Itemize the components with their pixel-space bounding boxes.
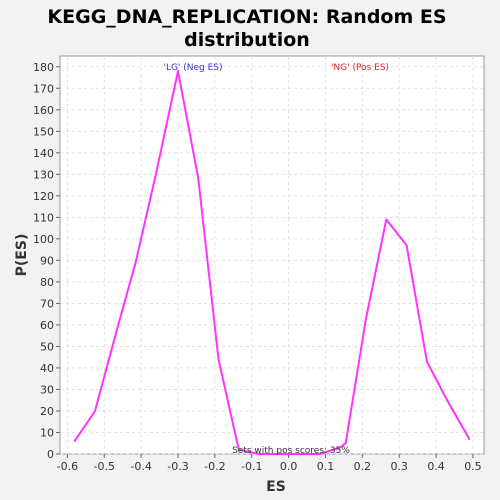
y-tick-label: 120 [33, 190, 54, 203]
x-tick-label: -0.6 [57, 460, 78, 473]
y-tick-label: 70 [40, 297, 54, 310]
x-tick-label: 0.0 [280, 460, 298, 473]
y-tick-label: 40 [40, 362, 54, 375]
grid-lines [60, 56, 484, 455]
y-tick-label: 30 [40, 383, 54, 396]
plot-area [59, 55, 485, 455]
x-axis-label: ES [266, 479, 286, 495]
y-tick-label: 140 [33, 147, 54, 160]
y-tick-label: 60 [40, 319, 54, 332]
y-tick-label: 20 [40, 405, 54, 418]
data-point [405, 244, 408, 247]
data-point [468, 438, 471, 440]
data-point [197, 177, 200, 180]
y-tick-label: 160 [33, 104, 54, 117]
data-point [134, 261, 137, 264]
y-tick-label: 130 [33, 168, 54, 181]
data-point [94, 410, 96, 412]
y-axis-ticks: 0 10 20 30 40 50 60 70 80 90 100 110 120 130 140 150 160… [33, 61, 60, 461]
y-tick-label: 50 [40, 340, 54, 353]
y-tick-label: 10 [40, 426, 54, 439]
x-tick-label: -0.2 [204, 460, 225, 473]
data-point [73, 440, 76, 442]
data-point [217, 358, 220, 361]
x-tick-label: 0.3 [390, 460, 408, 473]
data-point [446, 399, 449, 402]
y-tick-label: 150 [33, 125, 54, 138]
x-tick-label: 0.4 [427, 460, 445, 473]
data-point [258, 453, 260, 455]
data-point [344, 442, 347, 445]
y-axis-label: P(ES) [14, 234, 30, 277]
pos-scores-footer: Sets with pos scores: 35% [232, 446, 350, 456]
y-tick-label: 180 [33, 61, 54, 74]
y-tick-label: 80 [40, 276, 54, 289]
x-axis-ticks: -0.6 -0.5 -0.4 -0.3 -0.2 -0.1 0.0 0.1 0.2 0.3 0.4 0… [57, 454, 482, 473]
data-point [278, 453, 281, 455]
chart-title-line-2: distribution [184, 29, 310, 51]
x-tick-label: 0.1 [317, 460, 335, 473]
data-point [298, 453, 301, 455]
x-tick-label: -0.1 [241, 460, 262, 473]
data-point [114, 334, 117, 337]
data-point [154, 173, 157, 176]
data-point [319, 453, 321, 455]
y-tick-label: 0 [47, 448, 54, 461]
y-tick-label: 110 [33, 211, 54, 224]
y-tick-label: 90 [40, 254, 54, 267]
chart-title-line-1: KEGG_DNA_REPLICATION: Random ES [47, 6, 446, 28]
y-tick-label: 170 [33, 82, 54, 95]
data-point [385, 218, 388, 221]
x-tick-label: -0.4 [130, 460, 151, 473]
x-tick-label: -0.3 [167, 460, 188, 473]
data-point [177, 70, 179, 72]
x-tick-label: 0.5 [464, 460, 482, 473]
data-point [365, 317, 367, 320]
data-point [237, 448, 240, 451]
y-tick-label: 100 [33, 233, 54, 246]
positive-es-label: 'NG' (Pos ES) [331, 63, 389, 73]
x-tick-label: 0.2 [354, 460, 372, 473]
data-point [425, 360, 428, 363]
series-layer [73, 70, 471, 455]
x-tick-label: -0.5 [94, 460, 115, 473]
data-point [339, 446, 342, 449]
negative-es-label: 'LG' (Neg ES) [163, 63, 222, 73]
